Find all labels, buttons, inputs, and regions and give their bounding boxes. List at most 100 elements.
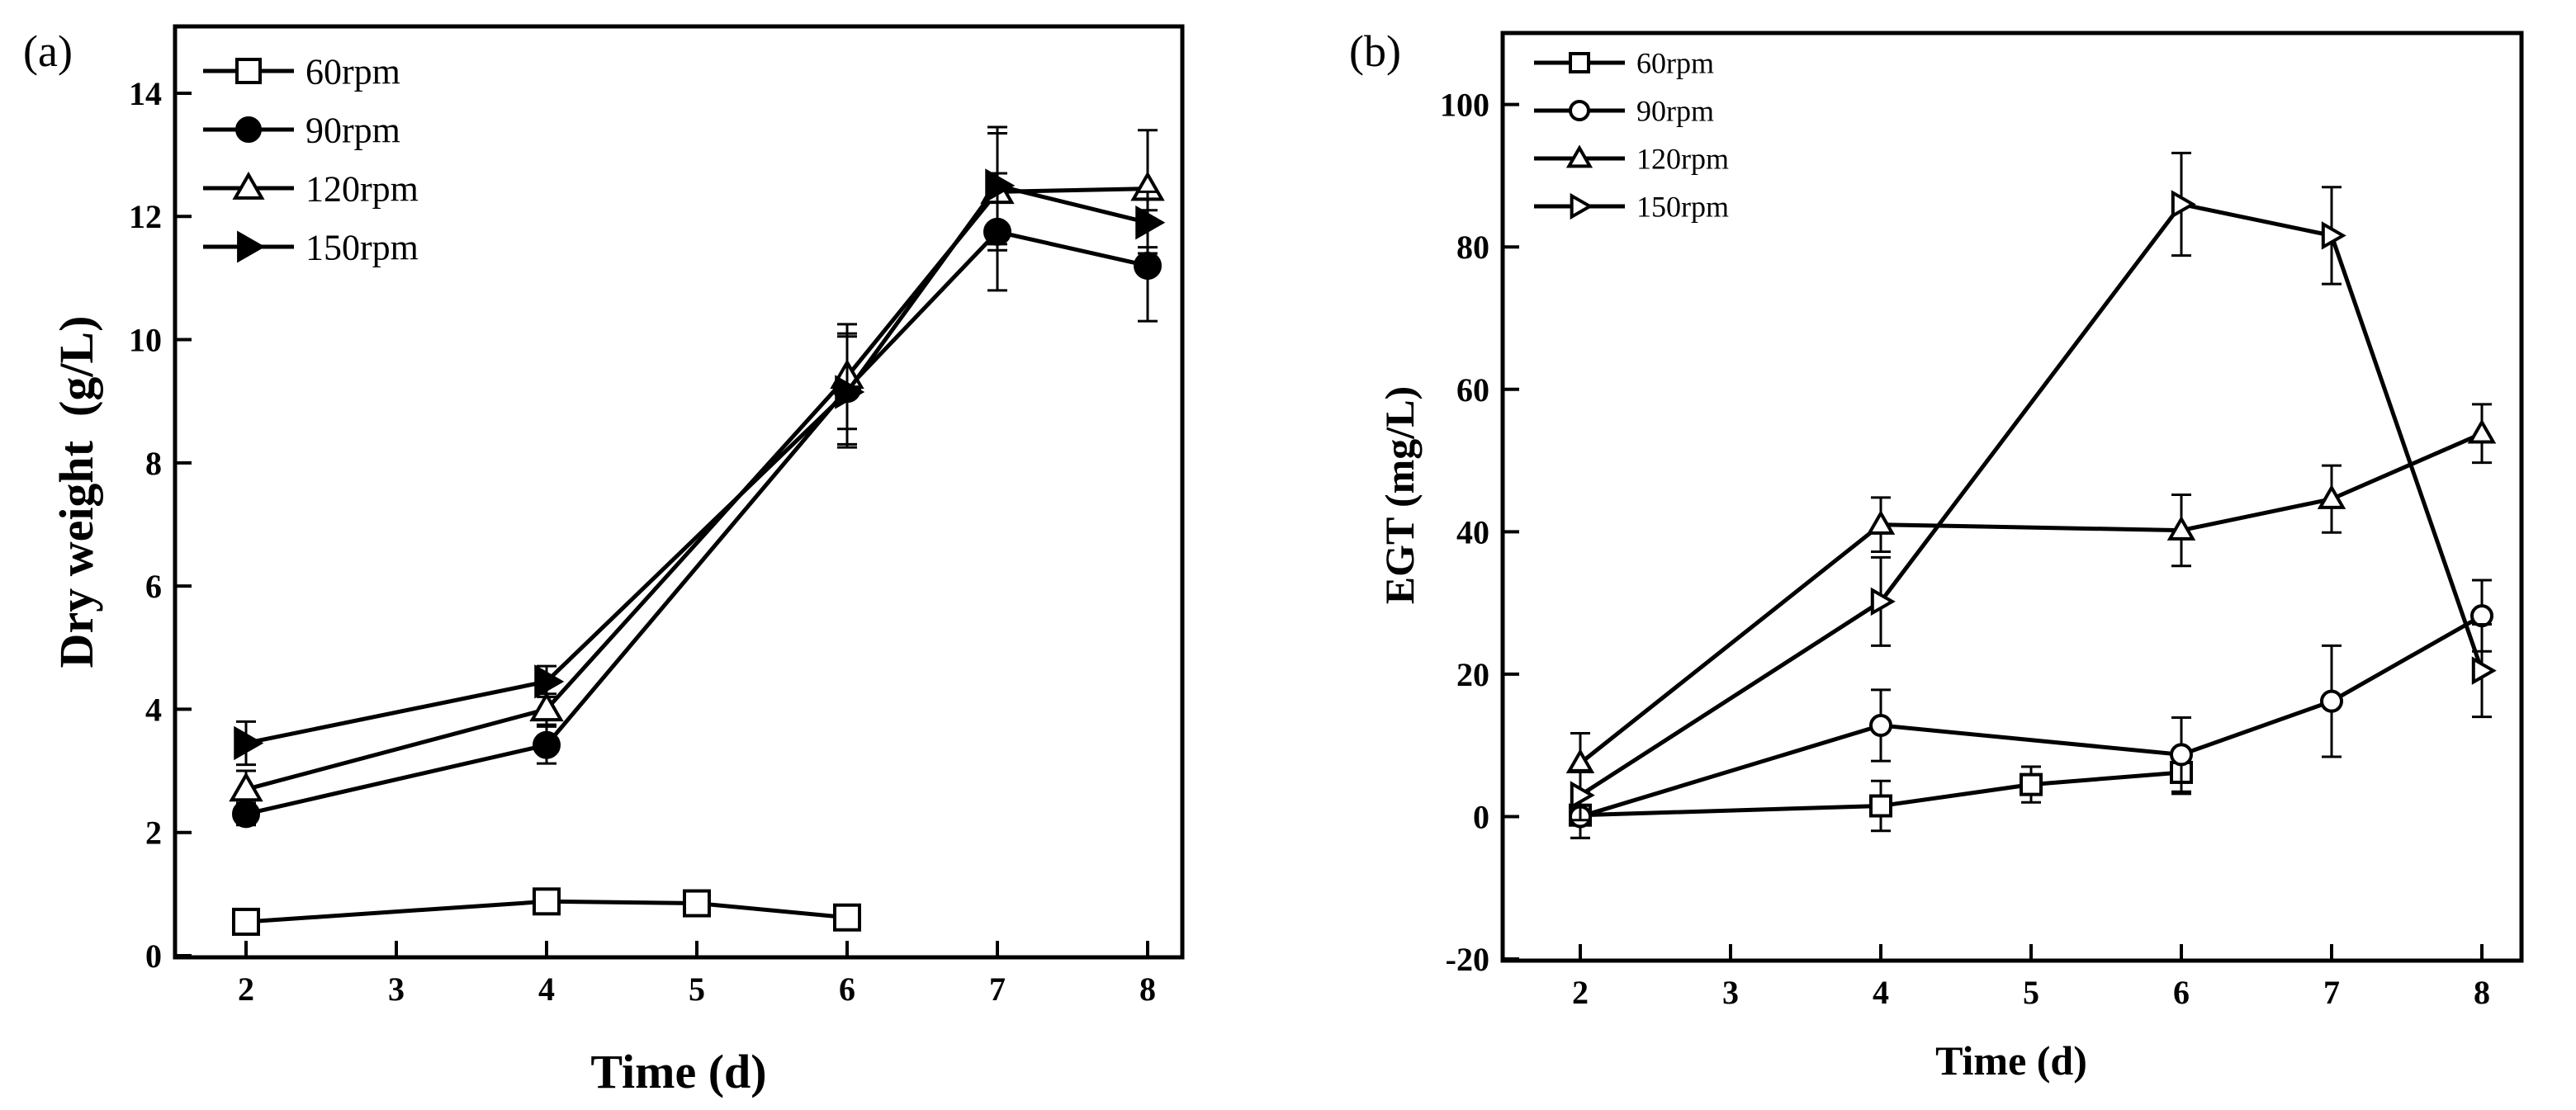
panel-a-legend-150rpm-label: 150rpm <box>305 227 419 267</box>
panel-b-series-150rpm-point <box>2321 221 2346 250</box>
panel-a-y-tick-label: 6 <box>145 568 162 605</box>
panel-a-x-tick-label: 6 <box>839 971 855 1008</box>
panel-b-legend-120rpm-marker <box>1565 144 1593 168</box>
panel-a-x-tick-label: 2 <box>238 971 254 1008</box>
panel-a-x-tick-label: 7 <box>989 971 1006 1008</box>
panel-b-series-60rpm-point <box>1869 794 1892 818</box>
panel-a-series-90rpm-line <box>245 229 1148 816</box>
panel-b-series-150rpm <box>1570 151 2497 822</box>
panel-a-series-120rpm-point <box>229 772 263 802</box>
panel-b-y-tick-label: 20 <box>1456 656 1489 693</box>
panel-b-series-90rpm-point <box>2470 604 2493 628</box>
panel-b-series-150rpm-point <box>2171 190 2196 219</box>
panel-a-legend-120rpm-label: 120rpm <box>305 168 419 209</box>
panel-a-y-tick-label: 10 <box>129 322 162 359</box>
panel-a-y-tick-label: 8 <box>145 445 162 482</box>
panel-b-y-tick-label: 100 <box>1440 87 1489 124</box>
panel-a-series <box>229 125 1166 936</box>
panel-a-series-150rpm-line <box>245 183 1148 745</box>
panel-b-x-tick-label: 3 <box>1722 974 1739 1011</box>
panel-b-x-tick-label: 5 <box>2023 974 2039 1011</box>
panel-a-x-tick-label: 5 <box>689 971 705 1008</box>
panel-a-legend-150rpm-marker <box>237 230 266 263</box>
panel-b-series-120rpm <box>1565 403 2497 795</box>
panel-a-legend: 60rpm 90rpm 120rpm 150rpm <box>203 51 419 267</box>
panel-a-series-60rpm-point <box>683 889 711 918</box>
panel-b-series-120rpm-point <box>2166 515 2196 541</box>
panel-b-series <box>1565 151 2497 839</box>
panel-b-legend-60rpm-label: 60rpm <box>1636 47 1714 80</box>
panel-b-label: (b) <box>1349 26 1401 76</box>
panel-b-y-axis: -20 0 20 40 60 80 100 <box>1440 87 1519 978</box>
panel-b-series-60rpm <box>1569 749 2193 839</box>
panel-a-x-axis: 2 3 4 5 6 7 8 <box>238 941 1156 1008</box>
panel-a-legend-90rpm-label: 90rpm <box>305 110 400 150</box>
panel-b-series-150rpm-point <box>1570 781 1595 810</box>
panel-a-series-150rpm-point <box>985 168 1016 203</box>
panel-b-series-150rpm-point <box>2471 656 2497 685</box>
panel-a-legend-90rpm-marker <box>235 116 262 143</box>
panel-a-legend-60rpm-marker <box>235 58 262 84</box>
panel-a-y-tick-label: 2 <box>145 815 162 852</box>
panel-b-series-90rpm-point <box>2320 689 2343 713</box>
panel-a-series-150rpm <box>234 125 1166 767</box>
panel-a-series-60rpm-point <box>232 907 260 936</box>
panel-b-y-tick-label: 0 <box>1473 798 1489 835</box>
panel-a-y-axis: 0 2 4 6 8 10 12 14 <box>129 75 192 975</box>
panel-b-legend: 60rpm 90rpm 120rpm 150rpm <box>1534 47 1729 224</box>
panel-b-series-90rpm-point <box>2170 743 2193 767</box>
panel-b-y-tick-label: 80 <box>1456 229 1489 266</box>
panel-b-y-tick-label: 60 <box>1456 371 1489 409</box>
panel-a-y-axis-title: Dry weight (g/L) <box>50 316 103 668</box>
panel-a-dry-weight-chart: (a) 0 2 4 6 8 10 12 14 2 3 4 5 6 7 8 60rpm 90rpm 120rpm… <box>23 24 1185 1098</box>
panel-b-legend-60rpm-marker <box>1569 52 1590 73</box>
panel-b-legend-150rpm-label: 150rpm <box>1636 191 1729 224</box>
panel-a-y-tick-label: 14 <box>129 75 162 112</box>
panel-b-series-120rpm-point <box>2317 484 2346 509</box>
panel-b-legend-150rpm-marker <box>1570 192 1593 220</box>
panel-a-legend-120rpm-marker <box>232 171 265 200</box>
panel-a-plot-frame <box>173 24 1185 960</box>
panel-b-legend-120rpm-label: 120rpm <box>1636 143 1729 176</box>
panel-b-legend-90rpm-marker <box>1569 100 1590 121</box>
panel-b-legend-90rpm-label: 90rpm <box>1636 95 1714 128</box>
panel-a-series-90rpm-point <box>533 730 561 759</box>
panel-b-x-tick-label: 8 <box>2474 974 2490 1011</box>
panel-b-y-tick-label: -20 <box>1446 941 1489 978</box>
panel-a-label: (a) <box>23 26 73 76</box>
panel-b-egt-chart: (b) -20 0 20 40 60 80 100 2 3 4 5 6 7 8 60rpm 90rpm 12… <box>1349 26 2524 1084</box>
panel-a-legend-60rpm-label: 60rpm <box>305 51 400 92</box>
panel-a-series-90rpm-point <box>1134 251 1162 280</box>
panel-a-series-60rpm-line <box>245 899 848 924</box>
panel-a-x-tick-label: 3 <box>388 971 405 1008</box>
panel-a-x-axis-title: Time (d) <box>590 1045 766 1098</box>
panel-a-x-tick-label: 4 <box>538 971 555 1008</box>
panel-b-x-tick-label: 2 <box>1572 974 1589 1011</box>
panel-b-plot-frame <box>1500 31 2524 963</box>
panel-a-series-120rpm-point <box>529 692 564 722</box>
panel-b-series-90rpm-point <box>1869 714 1892 738</box>
panel-b-series-60rpm-line <box>1579 770 2182 818</box>
panel-a-series-60rpm <box>232 887 861 936</box>
panel-b-series-120rpm-line <box>1579 431 2483 765</box>
panel-a-y-tick-label: 12 <box>129 198 162 235</box>
panel-a-y-tick-label: 0 <box>145 938 162 975</box>
panel-b-series-60rpm-point <box>2020 772 2043 796</box>
panel-a-series-150rpm-point <box>1135 205 1166 240</box>
panel-a-y-tick-label: 4 <box>145 691 162 728</box>
panel-a-series-150rpm-point <box>835 375 865 409</box>
panel-a-x-tick-label: 8 <box>1139 971 1156 1008</box>
panel-b-y-axis-title: EGT (mg/L) <box>1376 386 1423 604</box>
panel-b-series-120rpm-point <box>1866 509 1896 535</box>
panel-b-series-150rpm-line <box>1579 201 2484 797</box>
panel-b-x-tick-label: 7 <box>2323 974 2340 1011</box>
panel-a-series-150rpm-point <box>534 664 565 699</box>
panel-b-x-tick-label: 6 <box>2173 974 2190 1011</box>
panel-a-series-60rpm-point <box>833 903 861 932</box>
panel-a-series-120rpm-line <box>245 187 1148 791</box>
panel-b-series-150rpm-point <box>1870 587 1896 616</box>
panel-b-series-120rpm-point <box>2467 418 2497 444</box>
panel-b-y-tick-label: 40 <box>1456 513 1489 550</box>
panel-a-series-90rpm <box>232 172 1162 829</box>
